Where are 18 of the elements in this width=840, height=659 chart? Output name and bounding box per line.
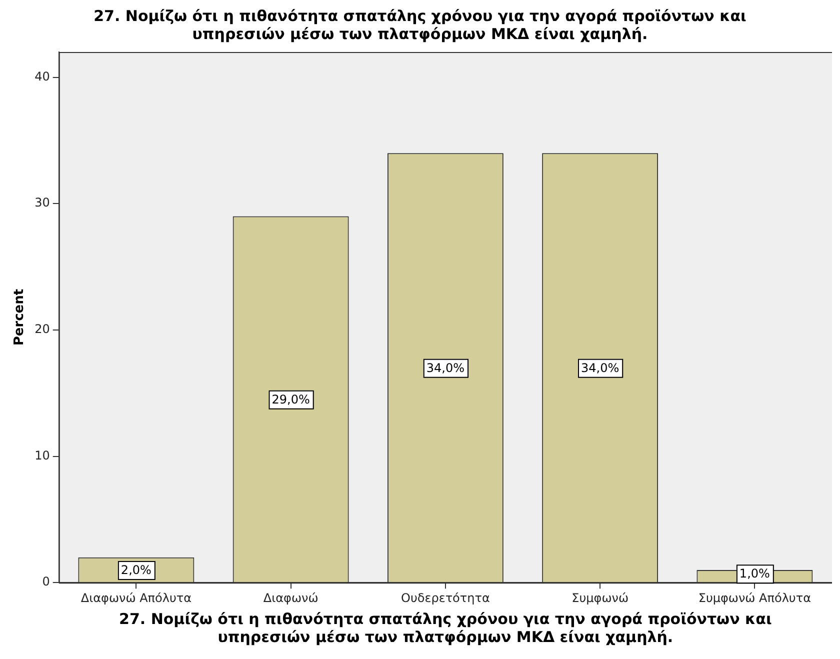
- x-tick-label: Ουδερετότητα: [401, 590, 490, 605]
- data-label: 1,0%: [739, 566, 770, 581]
- x-tick-label: Διαφωνώ: [263, 590, 318, 605]
- x-axis-title: 27. Νομίζω ότι η πιθανότητα σπατάλης χρόνου για την αγορά προϊόντων και υπηρεσιών μέσω των πλατφόρμων ΜΚΔ είναι χαμηλή.: [119, 610, 772, 646]
- chart-title: 27. Νομίζω ότι η πιθανότητα σπατάλης χρόνου για την αγορά προϊόντων και υπηρεσιών μέσω των πλατφόρμων ΜΚΔ είναι χαμηλή.: [94, 6, 747, 43]
- y-axis-title: Percent: [12, 288, 28, 346]
- y-tick-label: 0: [42, 574, 50, 589]
- data-label: 29,0%: [272, 392, 310, 407]
- x-tick-label: Συμφωνώ: [572, 590, 629, 605]
- data-label: 34,0%: [581, 360, 620, 375]
- y-tick-label: 20: [34, 322, 50, 336]
- y-tick-label: 10: [34, 448, 50, 462]
- data-label: 2,0%: [120, 563, 152, 578]
- x-tick-label: Διαφωνώ Απόλυτα: [80, 590, 192, 605]
- y-tick-label: 30: [34, 196, 50, 210]
- data-label: 34,0%: [426, 360, 464, 375]
- x-tick-label: Συμφωνώ Απόλυτα: [698, 590, 812, 605]
- y-tick-label: 40: [34, 69, 50, 84]
